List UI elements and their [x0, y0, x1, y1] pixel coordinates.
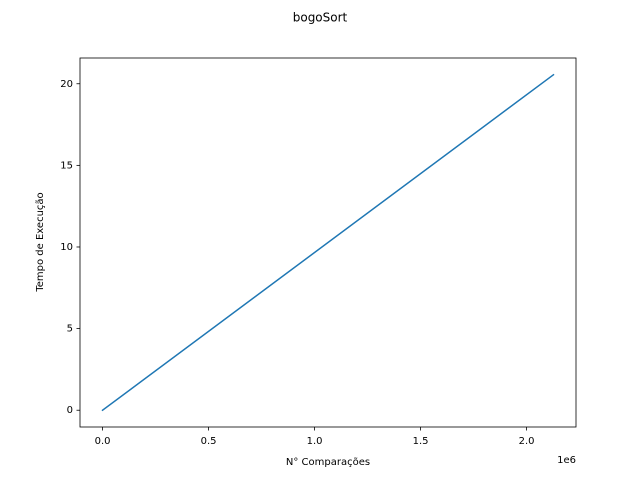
plot-frame [79, 57, 577, 428]
x-offset-label: 1e6 [557, 455, 576, 466]
y-axis-label: Tempo de Execução [35, 192, 46, 292]
x-tick-label: 0.0 [95, 436, 111, 447]
x-axis-label: N° Comparações [286, 457, 370, 468]
y-tick-label: 0 [67, 405, 73, 416]
line-series [101, 73, 555, 412]
y-tick-label: 20 [60, 79, 73, 90]
x-tick-label: 0.5 [201, 436, 217, 447]
x-tick-label: 1.5 [413, 436, 429, 447]
x-tick-label: 2.0 [519, 436, 535, 447]
y-tick-label: 5 [67, 324, 73, 335]
y-tick-label: 15 [60, 160, 73, 171]
y-tick-label: 10 [60, 242, 73, 253]
x-tick-label: 1.0 [307, 436, 323, 447]
chart-title: bogoSort [293, 11, 348, 25]
